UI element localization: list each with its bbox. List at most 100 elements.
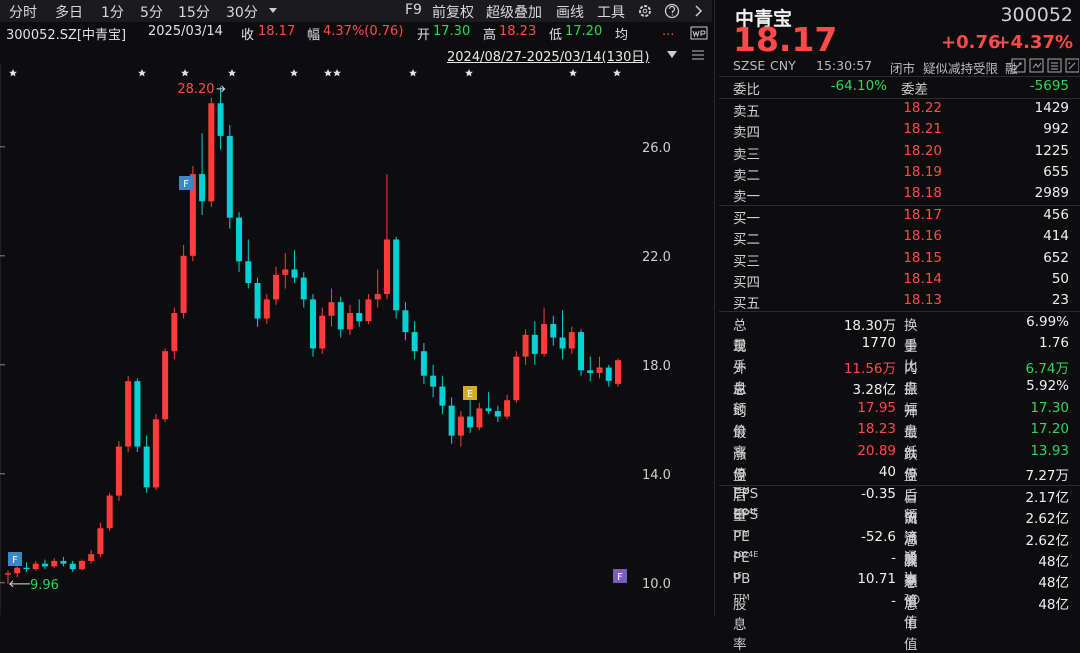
price: 18.17 <box>733 20 838 59</box>
code: 300052.SZ[中青宝] <box>6 28 127 43</box>
tab[interactable]: 多日 <box>55 5 83 21</box>
tab[interactable]: 1分 <box>101 5 124 21</box>
row: EPS 2024E 流通股本 2.62亿 <box>733 507 1069 587</box>
price: 18.22 <box>903 100 942 116</box>
value: 7.27万 <box>1025 468 1069 485</box>
label: 收 <box>241 28 255 43</box>
candle-body <box>522 334 529 357</box>
star[interactable] <box>324 69 332 77</box>
toolbar-icons[interactable] <box>637 3 707 19</box>
label-text: EPS <box>733 485 759 502</box>
star[interactable] <box>138 69 146 77</box>
label: 委比 <box>733 82 760 98</box>
label-text: 外盘 <box>733 360 747 397</box>
range[interactable]: 2024/08/27-2025/03/14(130日) <box>447 50 650 65</box>
row: 卖二 18.19 655 <box>733 164 1069 184</box>
label: 委差 <box>901 82 928 98</box>
candle-body <box>291 269 298 278</box>
candlestick-chart: 10.0 14.0 18.0 22.0 26.0 28.20 9.96 F F E F <box>0 64 671 615</box>
volume: 992 <box>1043 121 1069 138</box>
star[interactable] <box>9 69 17 77</box>
label-text: 盘后额 <box>904 468 918 525</box>
candle-body <box>282 269 289 275</box>
candle-body <box>605 367 612 381</box>
candle-body <box>14 567 21 574</box>
tab[interactable]: 30分 <box>226 5 258 21</box>
candle-body <box>310 299 316 349</box>
price: 18.13 <box>903 292 942 309</box>
label-text: 开盘 <box>904 403 918 440</box>
volume: 655 <box>1043 163 1069 180</box>
star[interactable] <box>290 69 298 77</box>
star[interactable] <box>465 69 473 77</box>
label-text: 量比 <box>904 339 918 376</box>
candle-body <box>51 560 58 567</box>
star[interactable] <box>181 69 189 77</box>
row: 现手 1770 量比 1.76 <box>733 335 1069 375</box>
settings-icon[interactable] <box>690 48 706 62</box>
volume: 1429 <box>1034 100 1069 116</box>
candle-body <box>615 360 621 384</box>
action[interactable]: 前复权 <box>432 5 474 21</box>
candle-body <box>568 332 575 349</box>
row: 买二 18.16 414 <box>733 228 1069 248</box>
row: 卖四 18.21 992 <box>733 121 1069 141</box>
value: 48亿 <box>1038 596 1069 613</box>
value: -64.10% <box>830 78 887 94</box>
candle-body <box>587 370 594 373</box>
star[interactable] <box>613 69 621 77</box>
row: EPS TTM -0.35 自由流通 2.17亿 <box>733 485 1069 566</box>
action[interactable]: 超级叠加 <box>486 5 542 21</box>
price: 18.17 <box>903 207 942 223</box>
status-icons[interactable] <box>1011 58 1079 74</box>
value: 6.99% <box>1026 314 1069 330</box>
row: 卖三 18.20 1225 <box>733 143 1069 163</box>
level: 卖三 <box>733 146 760 163</box>
star[interactable] <box>333 69 341 77</box>
label-text: 总市值 <box>904 596 918 653</box>
candle-body <box>578 332 585 371</box>
value: 5.92% <box>1026 378 1069 395</box>
dropdown-icon[interactable] <box>268 7 278 15</box>
action[interactable]: F9 <box>405 2 422 18</box>
status-item: SZSE <box>733 58 766 73</box>
more-dots[interactable]: ... <box>662 24 675 39</box>
tab[interactable]: 分时 <box>9 5 37 21</box>
toolbar: 分时 多日 1分 5分 15分 30分 F9 前复权 超级叠加 画线 工具 <box>0 0 712 22</box>
tab[interactable]: 15分 <box>178 5 210 21</box>
star[interactable] <box>228 69 236 77</box>
candle-body <box>430 375 437 387</box>
label-text: PB <box>733 571 751 588</box>
price: 18.19 <box>903 163 942 180</box>
candle-body <box>328 302 335 316</box>
row: PE 2024E - 流通值 48亿 <box>733 550 1069 610</box>
star[interactable] <box>409 69 417 77</box>
level: 买四 <box>733 274 760 291</box>
candle-body <box>374 293 381 300</box>
tab[interactable]: 5分 <box>140 5 163 21</box>
range-dropdown[interactable] <box>666 50 678 59</box>
label: 幅 <box>307 28 321 43</box>
volume: 23 <box>1051 292 1069 309</box>
candle-body <box>106 495 113 529</box>
y-tick-label: 22.0 <box>642 250 671 265</box>
label: PE TTM <box>733 529 750 546</box>
y-tick-label: 14.0 <box>642 468 671 483</box>
wp-icon[interactable] <box>690 26 708 40</box>
label: PB LF <box>733 571 750 588</box>
candle-body <box>143 446 150 488</box>
action[interactable]: 工具 <box>597 5 625 21</box>
candle-body <box>245 261 252 284</box>
candle-body <box>476 408 483 428</box>
info-icon[interactable] <box>909 594 920 605</box>
value: 40 <box>878 464 896 481</box>
candle-body <box>115 446 122 496</box>
stock-name: 中青宝 <box>735 8 793 30</box>
row: 最高 18.23 最低 17.20 <box>733 421 1069 461</box>
action[interactable]: 画线 <box>556 5 584 21</box>
row: 均价 17.95 开盘 17.30 <box>733 400 1069 440</box>
star[interactable] <box>569 69 577 77</box>
value: 20.89 <box>857 442 896 459</box>
candle-body <box>180 255 187 314</box>
candle-body <box>69 563 76 570</box>
